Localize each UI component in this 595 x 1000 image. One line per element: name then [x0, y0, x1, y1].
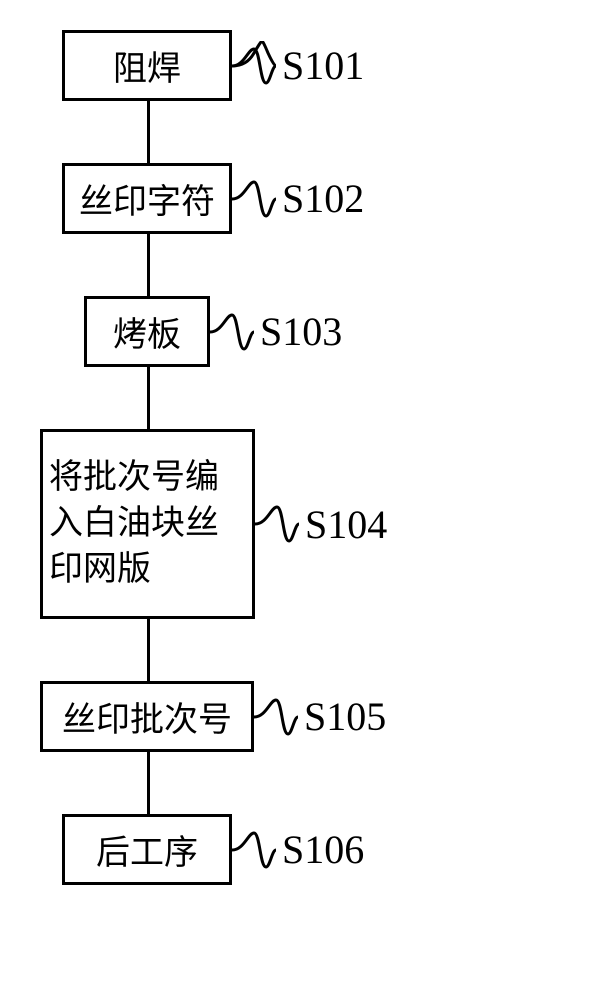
flow-node: 阻焊	[62, 30, 232, 101]
flow-step-label: S106	[282, 826, 364, 873]
flow-row: 阻焊 S101	[40, 30, 364, 101]
connector-wrap	[147, 234, 150, 296]
flow-connector	[147, 234, 150, 296]
curve-connector-icon	[255, 499, 299, 549]
connector-wrap	[147, 619, 150, 681]
flow-node: 烤板	[84, 296, 210, 367]
flow-node: 将批次号编入白油块丝印网版	[40, 429, 255, 619]
connector-wrap	[147, 367, 150, 429]
curve-connector-icon	[254, 692, 298, 742]
flow-connector	[147, 752, 150, 814]
flow-label-wrap: S105	[254, 692, 386, 742]
flow-row: 丝印批次号 S105	[40, 681, 386, 752]
flow-label-wrap: S101	[232, 41, 364, 91]
curve-connector-icon	[232, 174, 276, 224]
flow-label-wrap: S102	[232, 174, 364, 224]
flow-connector	[147, 619, 150, 681]
flow-connector	[147, 101, 150, 163]
flow-label-wrap: S103	[210, 307, 342, 357]
flow-step-label: S104	[305, 501, 387, 548]
curve-connector-icon	[210, 307, 254, 357]
flow-label-wrap: S104	[255, 499, 387, 549]
flow-step-label: S105	[304, 693, 386, 740]
flow-node: 后工序	[62, 814, 232, 885]
flow-node: 丝印字符	[62, 163, 232, 234]
flowchart-container: 阻焊 S101 丝印字符 S102 烤板	[40, 30, 555, 885]
flow-step-label: S101	[282, 42, 364, 89]
flow-step-label: S102	[282, 175, 364, 222]
flow-row: 烤板 S103	[40, 296, 342, 367]
flow-node: 丝印批次号	[40, 681, 254, 752]
curve-connector-icon	[232, 825, 276, 875]
flow-row: 丝印字符 S102	[40, 163, 364, 234]
connector-wrap	[147, 101, 150, 163]
flow-label-wrap: S106	[232, 825, 364, 875]
flow-connector	[147, 367, 150, 429]
flow-row: 后工序 S106	[40, 814, 364, 885]
connector-wrap	[147, 752, 150, 814]
flow-row: 将批次号编入白油块丝印网版 S104	[40, 429, 387, 619]
curve-connector-icon	[232, 41, 276, 91]
flow-step-label: S103	[260, 308, 342, 355]
